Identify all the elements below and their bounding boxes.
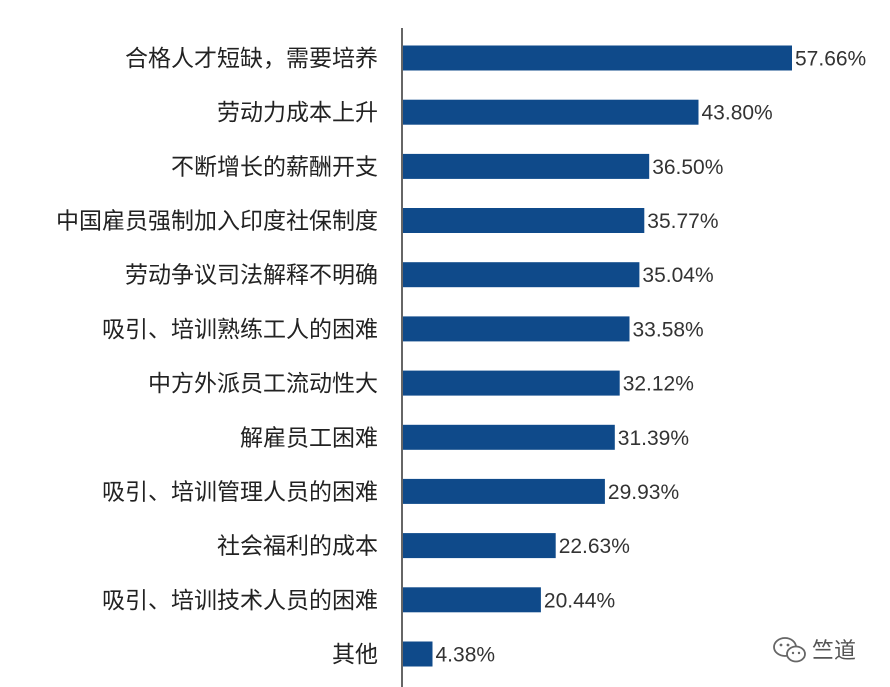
- bar: [403, 478, 605, 504]
- bar: [403, 153, 650, 179]
- bar: [403, 208, 645, 233]
- category-label: 合格人才短缺，需要培养: [125, 46, 378, 72]
- bar: [403, 641, 433, 667]
- category-label: 中方外派员工流动性大: [148, 371, 378, 397]
- bar: [403, 533, 556, 559]
- category-labels: 合格人才短缺，需要培养劳动力成本上升不断增长的薪酬开支中国雇员强制加入印度社保制…: [56, 46, 378, 668]
- value-label: 36.50%: [652, 156, 723, 179]
- bar: [403, 370, 620, 396]
- bar: [403, 587, 541, 613]
- value-labels: 57.66% 43.80% 36.50% 35.77% 35.04% 33.58% 32.1…: [436, 48, 867, 667]
- value-label: 33.58%: [633, 318, 704, 341]
- bars-group: [403, 45, 792, 667]
- category-label: 劳动争议司法解释不明确: [125, 263, 378, 289]
- category-label: 吸引、培训熟练工人的困难: [102, 317, 378, 343]
- value-label: 35.04%: [642, 264, 713, 287]
- category-label: 其他: [332, 642, 378, 668]
- category-label: 社会福利的成本: [217, 534, 378, 560]
- value-label: 35.77%: [647, 210, 718, 233]
- value-label: 32.12%: [623, 373, 694, 396]
- value-label: 20.44%: [544, 589, 615, 612]
- value-label: 29.93%: [608, 481, 679, 504]
- bar: [403, 316, 630, 342]
- value-label: 57.66%: [795, 48, 866, 71]
- bar: [403, 45, 792, 71]
- value-label: 4.38%: [436, 644, 496, 667]
- category-label: 解雇员工困难: [240, 425, 378, 451]
- category-label: 不断增长的薪酬开支: [171, 154, 378, 180]
- value-label: 31.39%: [618, 427, 689, 450]
- category-label: 中国雇员强制加入印度社保制度: [56, 209, 378, 235]
- bar: [403, 424, 615, 450]
- value-label: 43.80%: [702, 102, 773, 125]
- watermark: 竺道: [773, 637, 856, 664]
- watermark-text: 竺道: [812, 639, 856, 664]
- category-label: 劳动力成本上升: [217, 100, 378, 126]
- category-label: 吸引、培训管理人员的困难: [102, 479, 378, 505]
- category-label: 吸引、培训技术人员的困难: [102, 588, 378, 614]
- value-label: 22.63%: [559, 535, 630, 558]
- bar: [403, 262, 640, 288]
- wechat-icon: [773, 637, 806, 663]
- bar: [403, 99, 699, 125]
